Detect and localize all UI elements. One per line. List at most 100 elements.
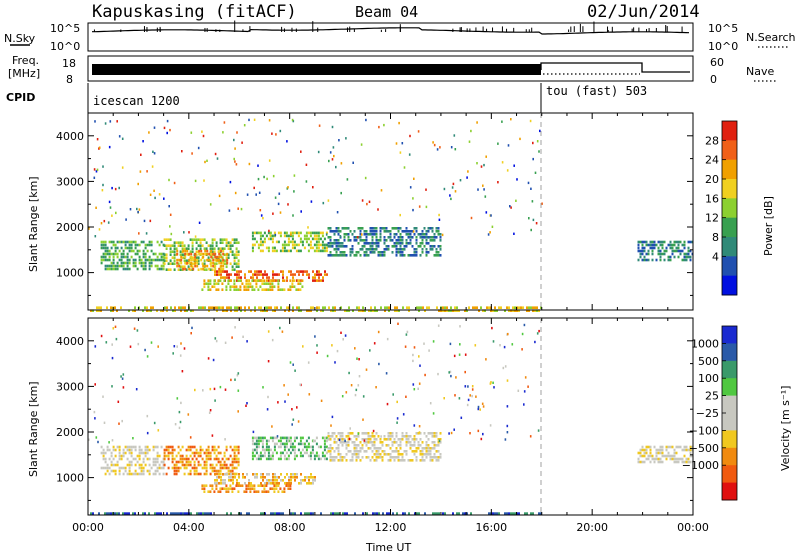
echo-cell xyxy=(235,253,238,256)
echo-cell xyxy=(197,244,200,247)
echo-cell xyxy=(383,254,386,257)
echo-cell xyxy=(112,258,115,262)
echo-cell xyxy=(657,249,660,253)
echo-cell xyxy=(214,482,216,485)
echo-cell xyxy=(325,436,328,440)
echo-cell xyxy=(236,273,238,276)
echo-cell xyxy=(331,254,334,257)
echo-cell xyxy=(280,512,282,515)
echo-cell xyxy=(308,273,310,276)
echo-cell xyxy=(257,454,260,458)
echo-cell xyxy=(122,252,125,256)
echo-cell xyxy=(320,512,322,515)
echo-cell xyxy=(196,512,198,515)
echo-cell xyxy=(100,306,102,309)
echo-cell xyxy=(374,306,376,309)
echo-cell xyxy=(657,448,660,452)
echo-cell xyxy=(369,349,371,352)
echo-cell xyxy=(341,251,344,254)
echo-cell xyxy=(321,231,324,235)
echo-cell xyxy=(382,512,384,515)
echo-cell xyxy=(191,152,193,155)
echo-cell xyxy=(108,448,111,452)
echo-cell xyxy=(118,264,121,268)
echo-cell xyxy=(163,448,166,452)
echo-cell xyxy=(209,279,212,282)
echo-cell xyxy=(102,243,105,247)
cpid-mode-1: icescan 1200 xyxy=(93,94,180,108)
echo-cell xyxy=(397,459,400,462)
echo-cell xyxy=(245,285,248,288)
echo-cell xyxy=(439,236,442,239)
echo-cell xyxy=(279,442,282,446)
echo-cell xyxy=(391,432,394,435)
echo-cell xyxy=(510,118,512,121)
echo-cell xyxy=(116,246,119,250)
echo-cell xyxy=(497,142,499,145)
echo-cell xyxy=(181,445,184,449)
echo-cell xyxy=(330,309,332,312)
echo-cell xyxy=(337,242,340,245)
echo-cell xyxy=(255,445,258,449)
echo-cell xyxy=(421,242,424,245)
echo-cell xyxy=(244,306,246,309)
echo-cell xyxy=(439,254,442,257)
echo-cell xyxy=(249,282,252,285)
echo-cell xyxy=(399,444,402,447)
echo-cell xyxy=(173,241,176,244)
echo-cell xyxy=(297,288,300,291)
echo-cell xyxy=(344,512,346,515)
echo-cell xyxy=(307,454,310,458)
echo-cell xyxy=(337,254,340,257)
echo-cell xyxy=(353,230,356,233)
echo-cell xyxy=(408,309,410,312)
echo-cell xyxy=(433,254,436,257)
echo-cell xyxy=(129,208,132,211)
echo-cell xyxy=(381,251,384,254)
echo-cell xyxy=(195,457,198,461)
echo-cell xyxy=(317,234,320,238)
echo-cell xyxy=(130,472,133,476)
echo-cell xyxy=(361,438,364,441)
echo-cell xyxy=(199,448,202,452)
echo-cell xyxy=(122,512,124,515)
echo-cell xyxy=(677,240,680,244)
echo-cell xyxy=(399,245,402,248)
cpid-label: CPID xyxy=(6,91,35,104)
echo-cell xyxy=(281,243,284,247)
echo-cell xyxy=(203,238,206,241)
echo-cell xyxy=(219,247,222,250)
echo-cell xyxy=(371,239,374,242)
echo-cell xyxy=(312,306,314,309)
echo-cell xyxy=(321,240,324,244)
echo-cell xyxy=(201,457,204,461)
echo-cell xyxy=(347,444,350,447)
echo-cell xyxy=(224,438,226,441)
echo-cell xyxy=(122,454,125,458)
echo-cell xyxy=(207,490,210,493)
echo-cell xyxy=(257,288,260,291)
echo-cell xyxy=(345,435,348,438)
echo-cell xyxy=(209,457,212,461)
echo-cell xyxy=(418,512,420,515)
echo-cell xyxy=(391,456,394,459)
echo-cell xyxy=(359,447,362,450)
echo-cell xyxy=(366,202,368,206)
echo-cell xyxy=(209,282,212,285)
echo-cell xyxy=(188,261,191,265)
echo-cell xyxy=(689,249,692,253)
echo-cell xyxy=(219,472,222,476)
echo-cell xyxy=(277,231,280,235)
echo-cell xyxy=(254,279,256,282)
echo-cell xyxy=(298,273,300,276)
echo-cell xyxy=(659,252,662,256)
freq-tick-top: 18 xyxy=(62,57,76,70)
echo-cell xyxy=(429,456,432,459)
echo-cell xyxy=(297,231,300,235)
echo-cell xyxy=(687,255,690,259)
echo-cell xyxy=(417,387,419,390)
echo-cell xyxy=(388,306,390,309)
echo-cell xyxy=(369,441,372,444)
echo-cell xyxy=(532,218,535,222)
echo-cell xyxy=(351,248,354,251)
